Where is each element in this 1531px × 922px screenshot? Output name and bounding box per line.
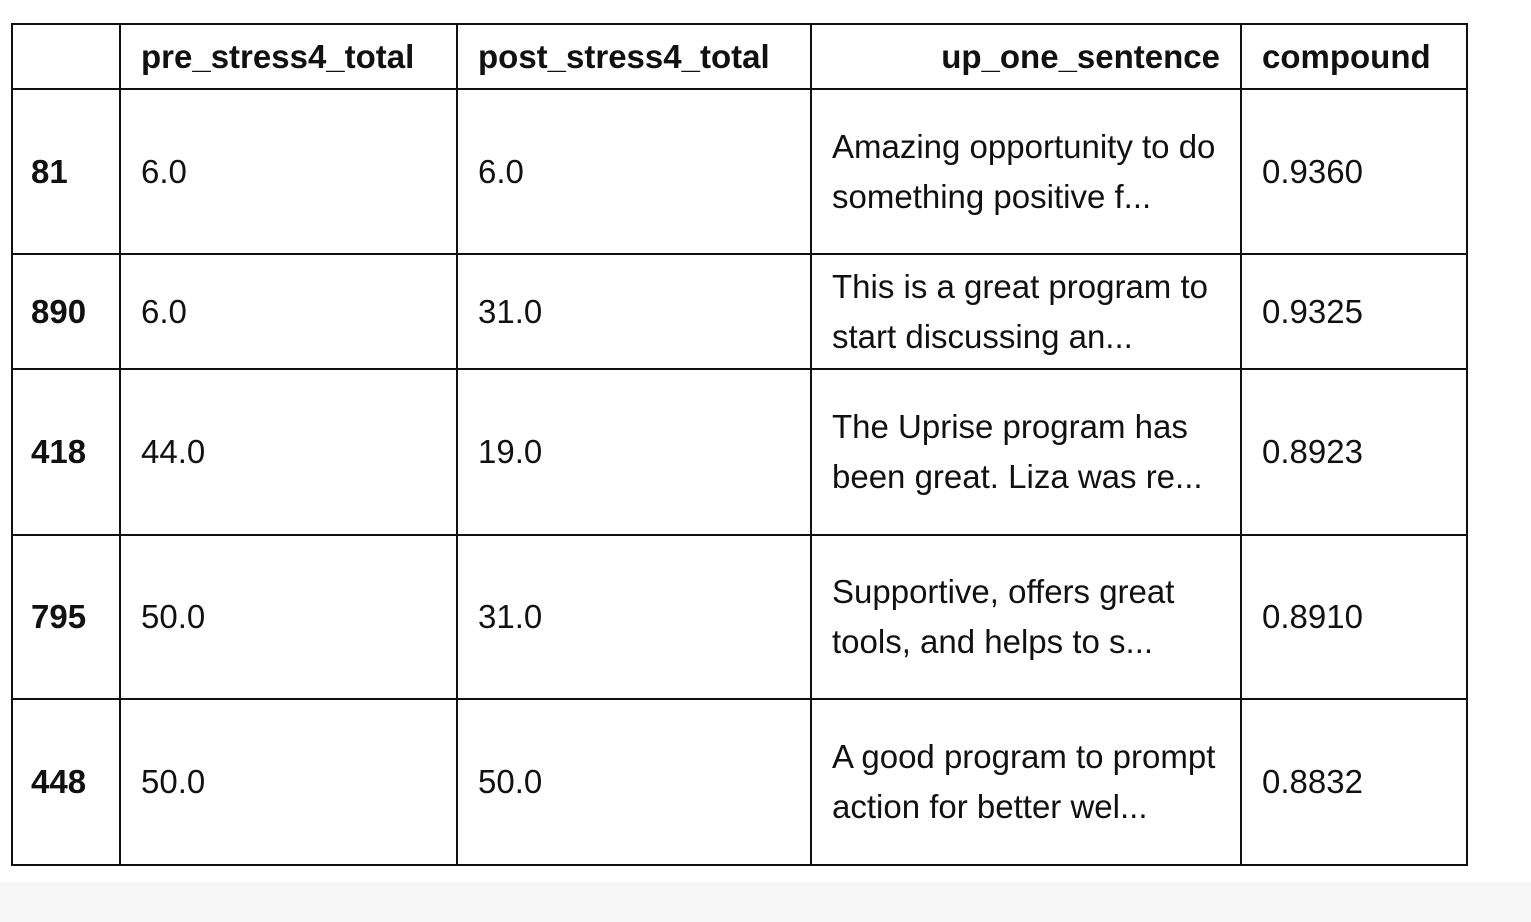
table-cell: 0.8832 [1240, 698, 1468, 866]
data-table: pre_stress4_total post_stress4_total up_on… [11, 23, 1468, 866]
table-row: 418 44.0 19.0 The Uprise program has been g… [11, 368, 1468, 536]
table-cell: 31.0 [456, 534, 812, 700]
table-cell: 31.0 [456, 253, 812, 370]
row-index: 81 [11, 88, 121, 255]
row-index: 418 [11, 368, 121, 536]
table-cell: A good program to prompt action for bett… [810, 698, 1242, 866]
row-index: 890 [11, 253, 121, 370]
table-cell: 0.9360 [1240, 88, 1468, 255]
table-row: 448 50.0 50.0 A good program to prompt acti… [11, 698, 1468, 866]
column-header: post_stress4_total [456, 23, 812, 90]
table-cell: 6.0 [456, 88, 812, 255]
table-cell: 50.0 [456, 698, 812, 866]
table-body: 81 6.0 6.0 Amazing opportunity to do someth… [11, 88, 1468, 866]
footer-strip [0, 882, 1531, 922]
table-row: 890 6.0 31.0 This is a great program to sta… [11, 253, 1468, 370]
table-cell: 0.9325 [1240, 253, 1468, 370]
table-cell: 6.0 [119, 253, 458, 370]
header-row: pre_stress4_total post_stress4_total up_on… [11, 23, 1468, 90]
column-header: up_one_sentence [810, 23, 1242, 90]
table-cell: 50.0 [119, 698, 458, 866]
row-index: 795 [11, 534, 121, 700]
table-cell: Supportive, offers great tools, and help… [810, 534, 1242, 700]
table-cell: 19.0 [456, 368, 812, 536]
table-cell: 44.0 [119, 368, 458, 536]
table-cell: Amazing opportunity to do something posi… [810, 88, 1242, 255]
column-header: compound [1240, 23, 1468, 90]
table-cell: The Uprise program has been great. Liza … [810, 368, 1242, 536]
table-row: 81 6.0 6.0 Amazing opportunity to do someth… [11, 88, 1468, 255]
table-cell: 0.8923 [1240, 368, 1468, 536]
table-row: 795 50.0 31.0 Supportive, offers great tool… [11, 534, 1468, 700]
table-cell: 6.0 [119, 88, 458, 255]
table-cell: 0.8910 [1240, 534, 1468, 700]
table-cell: This is a great program to start discuss… [810, 253, 1242, 370]
row-index: 448 [11, 698, 121, 866]
corner-cell [11, 23, 121, 90]
column-header: pre_stress4_total [119, 23, 458, 90]
table-cell: 50.0 [119, 534, 458, 700]
